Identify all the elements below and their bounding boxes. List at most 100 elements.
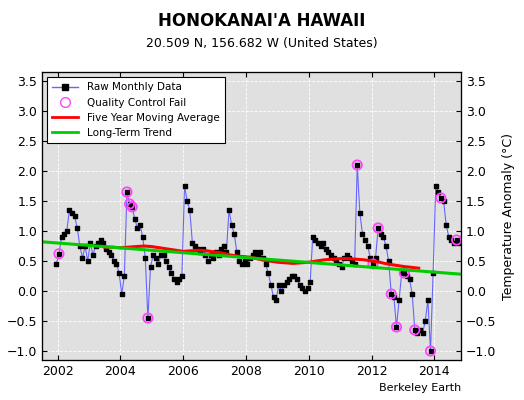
- Point: [264, 270, 272, 276]
- Point: [440, 198, 448, 204]
- Point: [361, 237, 369, 243]
- Point: [421, 318, 430, 324]
- Point: [99, 240, 107, 246]
- Point: [314, 240, 322, 246]
- Point: [165, 264, 173, 270]
- Point: [149, 252, 157, 258]
- Point: [411, 327, 419, 333]
- Point: [311, 237, 320, 243]
- Point: [319, 240, 328, 246]
- Point: [146, 264, 155, 270]
- Point: [243, 261, 252, 267]
- Point: [366, 255, 375, 261]
- Point: [201, 252, 210, 258]
- Point: [57, 234, 66, 240]
- Point: [225, 207, 233, 213]
- Point: [351, 261, 359, 267]
- Point: [78, 255, 86, 261]
- Point: [180, 183, 189, 189]
- Point: [212, 249, 220, 255]
- Point: [340, 255, 348, 261]
- Point: [183, 198, 191, 204]
- Point: [91, 243, 100, 249]
- Point: [196, 249, 204, 255]
- Point: [199, 246, 207, 252]
- Point: [434, 189, 443, 195]
- Point: [136, 222, 144, 228]
- Point: [408, 291, 417, 297]
- Point: [141, 255, 149, 261]
- Point: [89, 252, 97, 258]
- Point: [392, 324, 401, 330]
- Point: [256, 249, 265, 255]
- Point: [191, 243, 199, 249]
- Point: [154, 261, 162, 267]
- Point: [406, 276, 414, 282]
- Point: [68, 210, 76, 216]
- Point: [267, 282, 275, 288]
- Point: [70, 213, 79, 219]
- Point: [128, 204, 136, 210]
- Point: [327, 252, 335, 258]
- Point: [429, 270, 438, 276]
- Point: [133, 225, 141, 231]
- Point: [54, 250, 63, 257]
- Point: [452, 237, 461, 243]
- Point: [379, 234, 388, 240]
- Point: [204, 258, 212, 264]
- Point: [206, 252, 215, 258]
- Point: [369, 261, 377, 267]
- Point: [288, 273, 296, 279]
- Point: [75, 243, 84, 249]
- Text: Berkeley Earth: Berkeley Earth: [379, 383, 461, 393]
- Point: [374, 225, 383, 231]
- Point: [332, 258, 341, 264]
- Point: [445, 234, 453, 240]
- Point: [269, 294, 278, 300]
- Point: [193, 246, 202, 252]
- Point: [432, 183, 440, 189]
- Point: [235, 258, 244, 264]
- Point: [251, 249, 259, 255]
- Point: [248, 252, 257, 258]
- Point: [238, 261, 246, 267]
- Point: [272, 297, 280, 303]
- Point: [65, 207, 73, 213]
- Point: [178, 273, 186, 279]
- Point: [125, 201, 134, 207]
- Point: [374, 225, 383, 231]
- Point: [411, 327, 419, 333]
- Point: [390, 294, 398, 300]
- Text: HONOKANAI'A HAWAII: HONOKANAI'A HAWAII: [158, 12, 366, 30]
- Point: [306, 279, 314, 285]
- Point: [316, 243, 325, 249]
- Point: [290, 273, 299, 279]
- Point: [261, 261, 270, 267]
- Point: [364, 243, 372, 249]
- Point: [282, 279, 291, 285]
- Point: [353, 162, 362, 168]
- Point: [442, 222, 451, 228]
- Point: [222, 249, 231, 255]
- Point: [387, 291, 396, 297]
- Point: [353, 162, 362, 168]
- Point: [452, 237, 461, 243]
- Point: [96, 237, 105, 243]
- Point: [447, 237, 456, 243]
- Point: [185, 207, 194, 213]
- Point: [209, 255, 217, 261]
- Point: [398, 270, 406, 276]
- Point: [123, 189, 131, 195]
- Point: [403, 273, 411, 279]
- Point: [254, 252, 262, 258]
- Point: [424, 297, 432, 303]
- Point: [400, 270, 409, 276]
- Point: [372, 255, 380, 261]
- Point: [419, 330, 427, 336]
- Point: [172, 279, 181, 285]
- Point: [416, 327, 424, 333]
- Point: [151, 255, 160, 261]
- Point: [330, 255, 338, 261]
- Point: [303, 285, 312, 291]
- Point: [94, 240, 102, 246]
